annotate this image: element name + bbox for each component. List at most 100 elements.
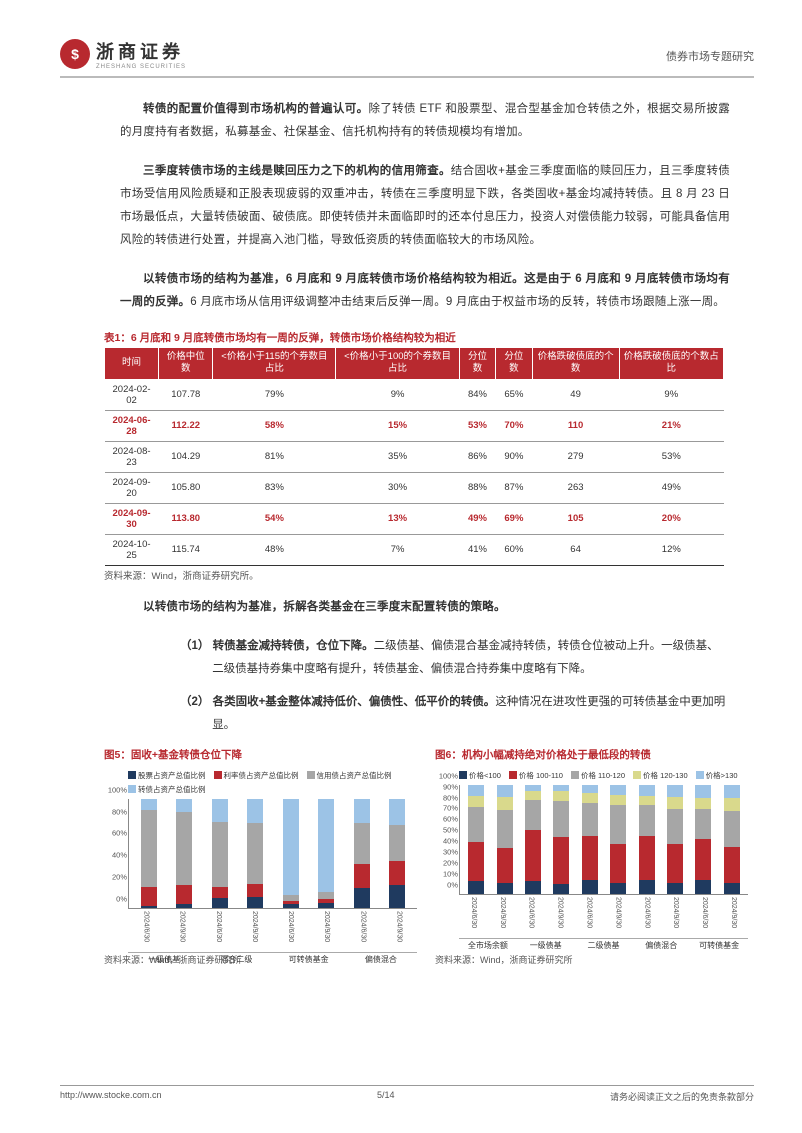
table-cell: 30%	[336, 472, 459, 503]
x-label: 2024/9/30	[179, 911, 186, 951]
chart5-plot: 0%20%40%60%80%100%	[128, 799, 417, 909]
legend-label: 转债占资产总值比例	[138, 785, 206, 794]
x-label: 2024/9/30	[251, 911, 258, 951]
bar-segment	[639, 836, 655, 880]
bar-segment	[354, 864, 370, 888]
x-label: 2024/6/30	[359, 911, 366, 951]
group-label: 可转债基金	[690, 938, 748, 951]
bar-segment	[497, 797, 513, 810]
group-label: 混合二级	[200, 952, 272, 965]
bar	[639, 785, 655, 894]
x-label: 2024/6/30	[143, 911, 150, 951]
bar-segment	[247, 799, 263, 823]
table-body: 2024-02-02107.7879%9%84%65%499%2024-06-2…	[105, 379, 724, 565]
table-row: 2024-10-25115.7448%7%41%60%6412%	[105, 534, 724, 565]
y-tick: 60%	[438, 815, 458, 824]
bar-segment	[354, 888, 370, 908]
list-item-2: （2） 各类固收+基金整体减持低价、偏债性、低平价的转债。这种情况在进攻性更强的…	[180, 691, 730, 737]
table-cell: 58%	[213, 410, 336, 441]
chart6-legend: 价格<100价格 100-110价格 110-120价格 120-130价格>1…	[437, 770, 752, 781]
table-cell: 2024-09-30	[105, 503, 159, 534]
chart6-group-labels: 全市场余额一级债基二级债基偏债混合可转债基金	[459, 938, 748, 951]
paragraph-2: 三季度转债市场的主线是赎回压力之下的机构的信用筛查。结合固收+基金三季度面临的赎…	[120, 160, 730, 252]
bar-segment	[582, 785, 598, 794]
legend-label: 价格>130	[706, 771, 738, 780]
table-cell: 87%	[496, 472, 532, 503]
bar-segment	[582, 836, 598, 880]
bar-segment	[724, 785, 740, 798]
bar-segment	[695, 839, 711, 879]
charts-row: 图5：固收+基金转债仓位下降 股票占资产总值比例利率债占资产总值比例信用债占资产…	[104, 747, 754, 966]
y-tick: 0%	[107, 894, 127, 903]
chart5-xlabels: 2024/6/30 2024/9/30 2024/6/30 2024/9/30 2024…	[128, 911, 417, 951]
company-name-cn: 浙商证券	[96, 38, 186, 64]
legend-swatch	[128, 771, 136, 779]
bar	[318, 799, 334, 908]
bar-segment	[525, 830, 541, 880]
group-label: 偏债混合	[345, 952, 417, 965]
table-cell: 20%	[619, 503, 723, 534]
table-header-cell: 时间	[105, 348, 159, 380]
y-tick: 20%	[107, 872, 127, 881]
y-tick: 10%	[438, 869, 458, 878]
table-cell: 41%	[459, 534, 495, 565]
bar-segment	[318, 799, 334, 893]
group-label: 偏债混合	[632, 938, 690, 951]
bar-segment	[283, 799, 299, 895]
x-label: 2024/9/30	[672, 897, 679, 937]
list-item-1: （1） 转债基金减持转债，仓位下降。二级债基、偏债混合基金减持转债，转债仓位被动…	[180, 635, 730, 681]
table-cell: 12%	[619, 534, 723, 565]
table-caption: 表1：6 月底和 9 月底转债市场均有一周的反弹，转债市场价格结构较为相近	[104, 330, 754, 345]
table-cell: 79%	[213, 379, 336, 410]
bar-segment	[610, 785, 626, 795]
page-header: 浙商证券 ZHESHANG SECURITIES 债券市场专题研究	[60, 38, 754, 78]
chart6: 价格<100价格 100-110价格 110-120价格 120-130价格>1…	[435, 766, 754, 951]
bar-segment	[318, 903, 334, 907]
logo-icon	[60, 39, 90, 69]
table-cell: 53%	[619, 441, 723, 472]
y-tick: 80%	[438, 793, 458, 802]
bar-segment	[212, 822, 228, 887]
bar-segment	[695, 809, 711, 840]
y-tick: 50%	[438, 826, 458, 835]
bar-segment	[610, 795, 626, 806]
bar	[610, 785, 626, 894]
bar	[525, 785, 541, 894]
bar-segment	[468, 881, 484, 894]
bar-segment	[553, 791, 569, 801]
price-table: 时间价格中位数<价格小于115的个券数目占比<价格小于100的个券数目占比分位数…	[104, 347, 724, 566]
bar	[582, 785, 598, 894]
table-header-cell: 分位数	[496, 348, 532, 380]
bar-segment	[468, 796, 484, 807]
legend-swatch	[633, 771, 641, 779]
table-cell: 49	[532, 379, 619, 410]
table-row: 2024-06-28112.2258%15%53%70%11021%	[105, 410, 724, 441]
table-cell: 65%	[496, 379, 532, 410]
group-label: 全市场余额	[459, 938, 517, 951]
table-cell: 15%	[336, 410, 459, 441]
bar-segment	[247, 884, 263, 897]
x-label: 2024/9/30	[614, 897, 621, 937]
legend-label: 信用债占资产总值比例	[317, 771, 392, 780]
chart5: 股票占资产总值比例利率债占资产总值比例信用债占资产总值比例转债占资产总值比例0%…	[104, 766, 423, 951]
table-cell: 2024-10-25	[105, 534, 159, 565]
chart5-col: 图5：固收+基金转债仓位下降 股票占资产总值比例利率债占资产总值比例信用债占资产…	[104, 747, 423, 966]
table-cell: 105.80	[159, 472, 213, 503]
logo: 浙商证券 ZHESHANG SECURITIES	[60, 38, 186, 70]
table-cell: 21%	[619, 410, 723, 441]
x-label: 2024/9/30	[395, 911, 402, 951]
group-label: 二级债基	[575, 938, 633, 951]
chart5-legend: 股票占资产总值比例利率债占资产总值比例信用债占资产总值比例转债占资产总值比例	[106, 770, 421, 795]
bar	[176, 799, 192, 908]
legend-swatch	[571, 771, 579, 779]
bar-segment	[667, 883, 683, 894]
bar-segment	[639, 785, 655, 796]
x-label: 2024/9/30	[499, 897, 506, 937]
bar-segment	[141, 810, 157, 887]
group-label: 一级债基	[517, 938, 575, 951]
paragraph-4: 以转债市场的结构为基准，拆解各类基金在三季度末配置转债的策略。	[120, 596, 730, 619]
chart6-xlabels: 2024/6/302024/9/302024/6/302024/9/302024…	[459, 897, 748, 937]
bar-segment	[176, 812, 192, 885]
bar-segment	[667, 809, 683, 844]
bar-segment	[667, 797, 683, 809]
